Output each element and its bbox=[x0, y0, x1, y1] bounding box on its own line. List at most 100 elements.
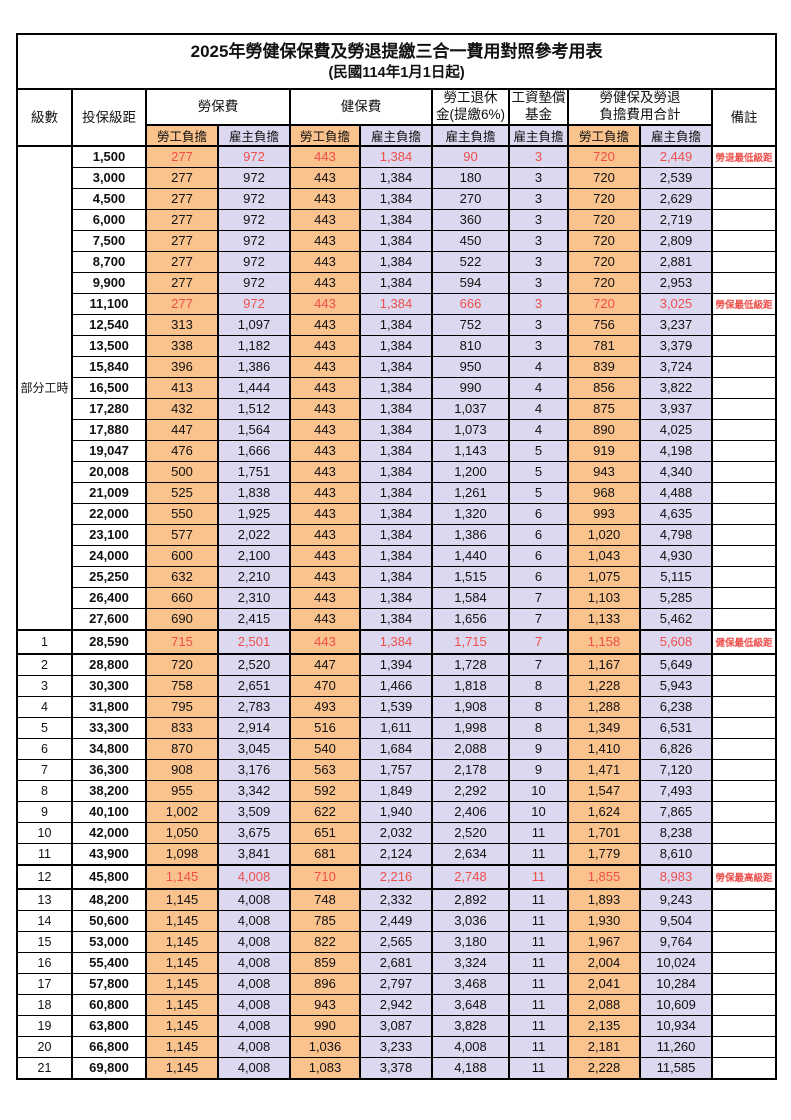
table-row: 17,880 447 1,564 443 1,384 1,073 4 890 4,025 bbox=[17, 418, 778, 441]
fee-value-cell: 781 bbox=[567, 334, 641, 357]
fee-value-cell: 11,585 bbox=[639, 1056, 713, 1080]
fee-value-cell: 476 bbox=[145, 439, 219, 462]
fee-value-cell: 10 bbox=[508, 800, 569, 823]
fee-value-cell: 277 bbox=[145, 229, 219, 252]
fee-value-cell: 1,145 bbox=[145, 1035, 219, 1058]
fee-value-cell: 5,115 bbox=[639, 565, 713, 588]
table-row: 13 48,200 1,145 4,008 748 2,332 2,892 11 1,893 9,… bbox=[16, 888, 778, 911]
fee-value-cell: 1,386 bbox=[217, 355, 291, 378]
fee-value-cell: 1,073 bbox=[431, 418, 510, 441]
fee-value-cell: 10,609 bbox=[639, 993, 713, 1016]
fee-value-cell: 890 bbox=[567, 418, 641, 441]
fee-value-cell: 1,855 bbox=[567, 863, 641, 890]
fee-value-cell: 3,378 bbox=[359, 1056, 433, 1080]
fee-value-cell: 443 bbox=[289, 523, 361, 546]
remark-cell bbox=[710, 565, 778, 588]
fee-value-cell: 748 bbox=[289, 888, 361, 911]
remark-cell bbox=[710, 888, 778, 911]
fee-value-cell: 720 bbox=[567, 250, 641, 273]
fee-value-cell: 1,384 bbox=[359, 586, 433, 609]
fee-value-cell: 11 bbox=[508, 863, 569, 890]
fee-value-cell: 360 bbox=[431, 208, 510, 231]
fee-value-cell: 1,384 bbox=[359, 418, 433, 441]
bracket-cell: 43,900 bbox=[71, 842, 147, 866]
fee-value-cell: 6 bbox=[508, 523, 569, 546]
fee-value-cell: 822 bbox=[289, 930, 361, 953]
fee-value-cell: 4,008 bbox=[217, 1056, 291, 1080]
fee-value-cell: 277 bbox=[145, 250, 219, 273]
fee-value-cell: 8 bbox=[508, 716, 569, 739]
fee-value-cell: 1,584 bbox=[431, 586, 510, 609]
total-employer-share-header: 雇主負擔 bbox=[639, 123, 713, 147]
bracket-cell: 30,300 bbox=[71, 674, 147, 697]
remark-cell bbox=[710, 229, 778, 252]
fee-value-cell: 396 bbox=[145, 355, 219, 378]
remark-cell bbox=[710, 586, 778, 609]
fee-value-cell: 839 bbox=[567, 355, 641, 378]
fee-value-cell: 1,384 bbox=[359, 334, 433, 357]
bracket-cell: 21,009 bbox=[71, 481, 147, 504]
level-cell: 10 bbox=[16, 821, 73, 844]
fee-value-cell: 9,243 bbox=[639, 888, 713, 911]
total-employee-share-header: 勞工負擔 bbox=[567, 123, 641, 147]
fee-value-cell: 277 bbox=[145, 187, 219, 210]
fee-value-cell: 972 bbox=[217, 229, 291, 252]
fee-value-cell: 4,798 bbox=[639, 523, 713, 546]
bracket-cell: 17,880 bbox=[71, 418, 147, 441]
fee-value-cell: 632 bbox=[145, 565, 219, 588]
fee-value-cell: 443 bbox=[289, 418, 361, 441]
health-employer-share-header: 雇主負擔 bbox=[359, 123, 433, 147]
table-row: 26,400 660 2,310 443 1,384 1,584 7 1,103 5,285 bbox=[17, 586, 778, 609]
fee-value-cell: 1,384 bbox=[359, 607, 433, 631]
bracket-cell: 66,800 bbox=[71, 1035, 147, 1058]
fee-value-cell: 1,384 bbox=[359, 313, 433, 336]
fee-value-cell: 785 bbox=[289, 909, 361, 932]
fee-value-cell: 7 bbox=[508, 628, 569, 655]
page-subtitle: (民國114年1月1日起) bbox=[328, 65, 465, 82]
table-row: 25,250 632 2,210 443 1,384 1,515 6 1,075 5,115 bbox=[17, 565, 778, 588]
wage-fund-header-line1: 工資墊償 bbox=[511, 90, 566, 105]
fee-value-cell: 7,865 bbox=[639, 800, 713, 823]
fee-value-cell: 4,930 bbox=[639, 544, 713, 567]
fee-value-cell: 1,384 bbox=[359, 271, 433, 294]
fee-value-cell: 313 bbox=[145, 313, 219, 336]
fee-value-cell: 3,828 bbox=[431, 1014, 510, 1037]
fee-value-cell: 3,087 bbox=[359, 1014, 433, 1037]
fee-value-cell: 710 bbox=[289, 863, 361, 890]
fee-value-cell: 2,651 bbox=[217, 674, 291, 697]
fee-value-cell: 443 bbox=[289, 460, 361, 483]
fee-value-cell: 752 bbox=[431, 313, 510, 336]
wage-fund-header-line2: 基金 bbox=[525, 106, 552, 122]
fee-value-cell: 972 bbox=[217, 292, 291, 315]
fee-value-cell: 795 bbox=[145, 695, 219, 718]
fee-value-cell: 2,032 bbox=[359, 821, 433, 844]
table-row: 17,280 432 1,512 443 1,384 1,037 4 875 3,937 bbox=[17, 397, 778, 420]
fee-value-cell: 11 bbox=[508, 1035, 569, 1058]
fee-value-cell: 2,310 bbox=[217, 586, 291, 609]
bracket-cell: 57,800 bbox=[71, 972, 147, 995]
table-row: 22,000 550 1,925 443 1,384 1,320 6 993 4,635 bbox=[17, 502, 778, 525]
fee-value-cell: 3,822 bbox=[639, 376, 713, 399]
fee-value-cell: 1,384 bbox=[359, 208, 433, 231]
fee-value-cell: 1,384 bbox=[359, 460, 433, 483]
fee-value-cell: 1,103 bbox=[567, 586, 641, 609]
fee-value-cell: 443 bbox=[289, 208, 361, 231]
remark-cell bbox=[710, 313, 778, 336]
premium-reference-table: 2025年勞健保保費及勞退提繳三合一費用對照參考用表 (民國114年1月1日起)… bbox=[15, 33, 778, 1080]
fee-value-cell: 3 bbox=[508, 313, 569, 336]
fee-value-cell: 7,493 bbox=[639, 779, 713, 802]
fee-value-cell: 8 bbox=[508, 674, 569, 697]
fee-value-cell: 5,608 bbox=[639, 628, 713, 655]
table-row: 10 42,000 1,050 3,675 651 2,032 2,520 11 1,701 8,… bbox=[16, 821, 778, 844]
fee-value-cell: 443 bbox=[289, 271, 361, 294]
fee-value-cell: 1,097 bbox=[217, 313, 291, 336]
fee-value-cell: 277 bbox=[145, 145, 219, 168]
remark-cell bbox=[710, 951, 778, 974]
fee-value-cell: 447 bbox=[289, 653, 361, 676]
fee-value-cell: 2,449 bbox=[639, 145, 713, 168]
remark-cell bbox=[710, 972, 778, 995]
fee-value-cell: 3,841 bbox=[217, 842, 291, 866]
fee-value-cell: 11 bbox=[508, 993, 569, 1016]
fee-value-cell: 1,849 bbox=[359, 779, 433, 802]
fee-value-cell: 11 bbox=[508, 909, 569, 932]
